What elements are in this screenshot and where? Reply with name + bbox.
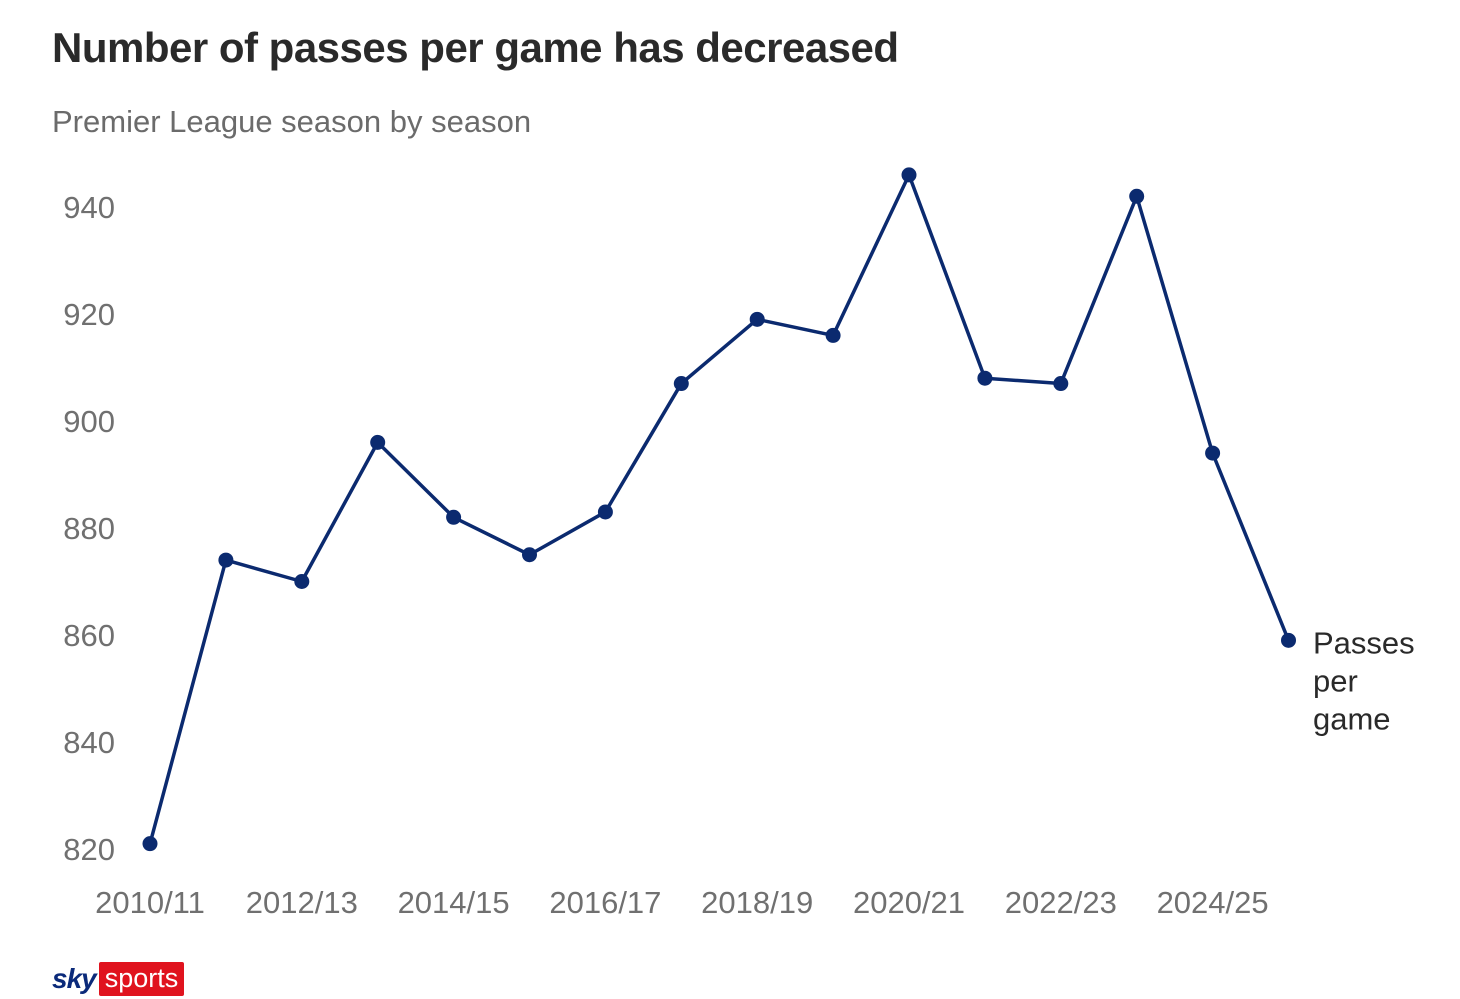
data-point — [1053, 376, 1069, 392]
x-axis: 2010/11 2012/13 2014/15 2016/17 2018/19 2020/… — [95, 885, 1269, 920]
data-point — [370, 434, 386, 450]
x-tick-label: 2018/19 — [701, 885, 813, 920]
series-label-line: per — [1313, 663, 1358, 698]
series-label: Passes per game — [1313, 625, 1415, 736]
series-layer — [142, 167, 1296, 852]
series-label-line: Passes — [1313, 625, 1415, 660]
x-tick-label: 2022/23 — [1005, 885, 1117, 920]
y-tick-label: 840 — [63, 725, 115, 760]
data-point — [1281, 632, 1296, 648]
chart-subtitle: Premier League season by season — [52, 104, 532, 139]
x-tick-label: 2020/21 — [853, 885, 965, 920]
series-label-line: game — [1313, 701, 1391, 736]
x-tick-label: 2024/25 — [1157, 885, 1269, 920]
logo-sports-text: sports — [98, 962, 185, 996]
x-tick-label: 2012/13 — [246, 885, 358, 920]
y-tick-label: 820 — [63, 832, 115, 867]
sky-sports-logo: sky sports — [52, 962, 185, 996]
data-point — [673, 376, 689, 392]
logo-sky-text: sky — [52, 963, 97, 994]
y-tick-label: 900 — [63, 404, 115, 439]
data-point — [749, 311, 765, 327]
y-tick-label: 940 — [63, 190, 115, 225]
series-line-passes-per-game — [148, 173, 1291, 846]
chart-title: Number of passes per game has decreased — [52, 24, 899, 71]
data-point — [218, 552, 234, 568]
x-tick-label: 2014/15 — [398, 885, 510, 920]
data-point — [522, 547, 537, 563]
data-point — [825, 327, 841, 343]
x-tick-label: 2010/11 — [95, 885, 205, 920]
x-tick-label: 2016/17 — [549, 885, 661, 920]
series-label-layer: Passes per game — [1313, 625, 1415, 736]
data-point — [142, 836, 158, 852]
y-tick-label: 880 — [63, 511, 115, 546]
y-axis: 820 840 860 880 900 920 940 — [63, 190, 115, 867]
data-point — [901, 167, 917, 183]
data-point — [1205, 445, 1221, 461]
data-point — [1129, 188, 1145, 204]
data-point — [294, 574, 310, 589]
y-tick-label: 860 — [63, 618, 115, 653]
data-point — [597, 504, 613, 520]
y-tick-label: 920 — [63, 297, 115, 332]
data-point — [977, 370, 993, 386]
data-point — [446, 509, 462, 525]
